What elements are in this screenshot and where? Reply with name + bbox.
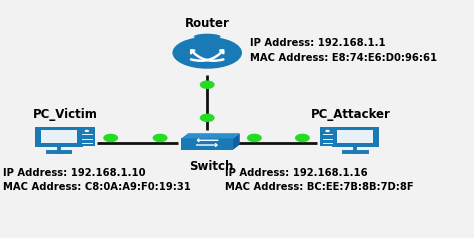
Circle shape xyxy=(296,134,309,141)
Polygon shape xyxy=(182,139,233,150)
FancyBboxPatch shape xyxy=(35,127,83,147)
Text: Switch: Switch xyxy=(190,160,234,173)
Circle shape xyxy=(154,134,167,141)
Circle shape xyxy=(104,134,118,141)
Polygon shape xyxy=(233,133,240,150)
Text: IP Address: 192.168.1.1
MAC Address: E8:74:E6:D0:96:61: IP Address: 192.168.1.1 MAC Address: E8:… xyxy=(250,38,437,63)
Ellipse shape xyxy=(173,37,242,69)
Circle shape xyxy=(201,114,214,121)
FancyBboxPatch shape xyxy=(337,130,374,144)
FancyBboxPatch shape xyxy=(320,127,335,146)
Circle shape xyxy=(247,134,261,141)
Text: IP Address: 192.168.1.10
MAC Address: C8:0A:A9:F0:19:31: IP Address: 192.168.1.10 MAC Address: C8… xyxy=(3,168,191,192)
Circle shape xyxy=(201,81,214,88)
Circle shape xyxy=(325,130,330,132)
Text: IP Address: 192.168.1.16
MAC Address: BC:EE:7B:8B:7D:8F: IP Address: 192.168.1.16 MAC Address: BC… xyxy=(225,168,414,192)
Ellipse shape xyxy=(194,34,221,40)
FancyBboxPatch shape xyxy=(332,127,379,147)
Circle shape xyxy=(85,130,89,132)
Text: PC_Attacker: PC_Attacker xyxy=(311,108,391,121)
Text: Router: Router xyxy=(185,17,229,30)
FancyBboxPatch shape xyxy=(79,127,94,146)
Text: PC_Victim: PC_Victim xyxy=(33,108,98,121)
FancyBboxPatch shape xyxy=(41,130,77,144)
Polygon shape xyxy=(182,133,240,139)
